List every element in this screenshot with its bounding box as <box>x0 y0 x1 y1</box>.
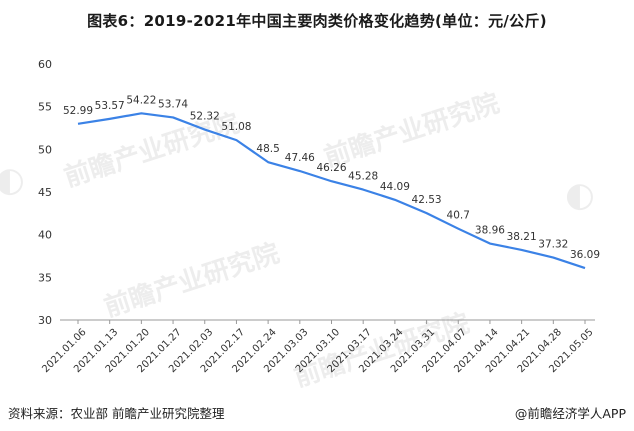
data-label: 42.53 <box>412 194 442 206</box>
data-label: 52.99 <box>63 105 93 117</box>
data-label: 52.32 <box>190 111 220 123</box>
source-note: 资料来源：农业部 前瞻产业研究院整理 <box>8 406 225 421</box>
y-axis: 30 35 40 45 50 55 60 <box>38 58 52 327</box>
y-tick-label: 35 <box>38 271 52 284</box>
data-label: 53.57 <box>95 100 125 112</box>
chart-title: 图表6：2019-2021年中国主要肉类价格变化趋势(单位：元/公斤) <box>87 12 547 30</box>
data-label: 45.28 <box>348 171 378 183</box>
data-label: 44.09 <box>380 181 410 193</box>
data-label: 40.7 <box>447 210 470 222</box>
brand-credit: @前瞻经济学人APP <box>514 406 626 421</box>
x-axis: 2021.01.062021.01.132021.01.202021.01.27… <box>40 320 596 375</box>
data-label: 51.08 <box>221 121 251 133</box>
data-label: 54.22 <box>126 94 156 106</box>
series-line <box>77 112 586 270</box>
line-chart: 30 35 40 45 50 55 60 2021.01.062021.01.132021.… <box>38 58 600 375</box>
y-tick-label: 55 <box>38 101 52 114</box>
y-tick-label: 30 <box>38 314 52 327</box>
data-label: 48.5 <box>256 143 279 155</box>
y-tick-label: 50 <box>38 143 52 156</box>
data-label: 47.46 <box>285 152 315 164</box>
y-tick-label: 45 <box>38 186 52 199</box>
data-label: 36.09 <box>570 249 600 261</box>
data-label: 53.74 <box>158 98 188 110</box>
data-label: 46.26 <box>316 162 346 174</box>
y-tick-label: 60 <box>38 58 52 71</box>
y-tick-label: 40 <box>38 229 52 242</box>
data-label: 38.96 <box>475 225 505 237</box>
data-label: 38.21 <box>507 231 537 243</box>
data-labels: 52.99 53.57 54.22 53.7452.3251.0848.547.464… <box>63 94 600 261</box>
data-label: 37.32 <box>538 239 568 251</box>
